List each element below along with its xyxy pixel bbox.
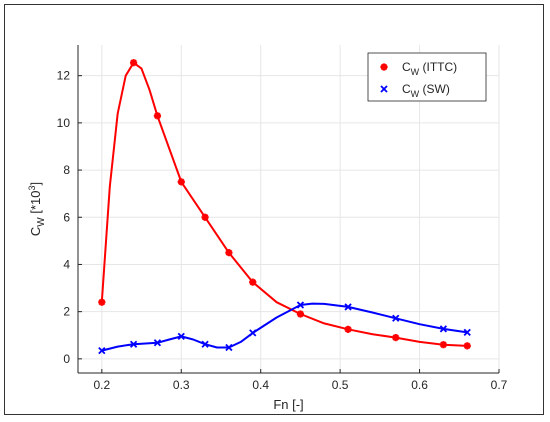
x-tick-label: 0.6: [411, 378, 428, 392]
legend-marker-1: [380, 85, 388, 93]
x-tick-label: 0.7: [491, 378, 508, 392]
data-point-s0-7: [296, 310, 305, 318]
data-point-s0-2: [153, 112, 162, 120]
x-tick-label: 0.2: [93, 378, 110, 392]
y-tick-label: 2: [63, 305, 70, 319]
x-axis-label: Fn [-]: [273, 397, 303, 412]
data-point-s1-5: [225, 343, 233, 352]
y-tick-label: 12: [57, 69, 71, 83]
data-point-s1-10: [439, 325, 448, 333]
data-point-s0-4: [201, 213, 209, 221]
data-point-s0-0: [98, 298, 106, 306]
y-tick-label: 0: [63, 352, 70, 366]
data-point-s0-11: [463, 342, 471, 350]
data-point-s1-8: [344, 303, 352, 311]
y-tick-label: 10: [57, 116, 71, 130]
x-tick-label: 0.4: [252, 378, 269, 392]
legend-marker-0: [380, 63, 388, 71]
x-tick-label: 0.3: [173, 378, 190, 392]
legend-label-0: CW (ITTC): [402, 60, 457, 77]
legend-box: [367, 52, 487, 102]
data-point-s0-1: [130, 59, 138, 67]
data-point-s1-1: [129, 340, 138, 348]
data-point-s1-3: [177, 332, 185, 341]
data-point-s1-4: [201, 340, 209, 348]
data-point-s0-8: [344, 325, 352, 333]
data-point-s1-2: [153, 339, 162, 347]
legend: CW (ITTC) CW (SW): [367, 52, 487, 102]
data-point-s1-0: [98, 346, 106, 355]
data-point-s0-3: [177, 178, 185, 186]
y-tick-label: 8: [63, 163, 70, 177]
series-line-1: [101, 302, 468, 352]
y-tick-label: 4: [63, 257, 70, 271]
figure-frame: 0.2 0.3 0.4 0.5 0.6 0.7 0 2 4 6 8 10 12 Fn [-] CW [*10…: [4, 4, 544, 415]
data-point-s0-5: [225, 249, 233, 257]
data-point-s0-9: [392, 334, 400, 342]
legend-label-1: CW (SW): [402, 82, 450, 99]
line-chart: 0.2 0.3 0.4 0.5 0.6 0.7 0 2 4 6 8 10 12 Fn [-] CW [*10…: [27, 45, 508, 412]
data-point-s0-6: [249, 278, 257, 286]
x-tick-label: 0.5: [332, 378, 349, 392]
y-axis-label: CW [*103]: [27, 182, 47, 236]
data-point-s0-10: [439, 341, 447, 349]
data-point-s1-6: [249, 329, 257, 337]
data-point-s1-11: [463, 328, 471, 337]
y-tick-label: 6: [63, 210, 70, 224]
data-point-s1-9: [392, 314, 400, 322]
data-point-s1-7: [296, 301, 305, 309]
